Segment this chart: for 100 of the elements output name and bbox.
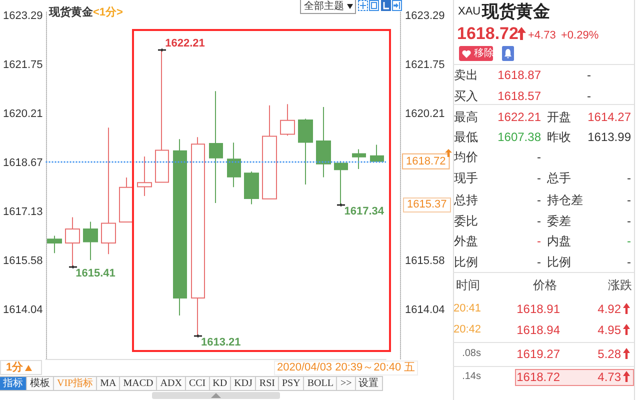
text: - [537,234,541,248]
y-tick-label: 1615.58 [2,255,43,268]
candlestick [227,142,241,188]
text: .14s [462,371,481,383]
text: - [587,68,591,82]
text: 比例 [547,255,571,269]
dropdown-button: 全部主题 [300,0,356,14]
text: 委差 [547,214,571,228]
text: 20:41 [453,302,481,316]
text: - [627,214,631,228]
y-tick-label: 1621.75 [2,59,43,72]
text: - [537,171,541,185]
text: XAU [458,6,481,18]
text: 4.92 [598,302,621,316]
text: 买入 [454,89,478,103]
annotation: 1622.21 [165,38,205,51]
text: 5.28 [598,347,621,361]
candlestick [137,156,152,196]
text: 4.95 [598,323,621,337]
chart-subtitle: <1分> [93,6,123,18]
y2-tick-label: 1623.29 [405,10,445,22]
tab: KD [210,377,232,390]
text: 1614.27 [588,110,631,124]
tab: PSY [278,377,304,390]
text: 现货黄金 [482,2,550,22]
text: 4.73 [598,370,621,384]
text: 卖出 [454,68,478,82]
text: - [537,150,541,164]
text: 委比 [454,214,478,228]
text: 内盘 [547,234,571,248]
tab: MACD [120,377,158,390]
text: 昨收 [547,130,571,144]
text: 1618.72 [457,24,518,44]
tab: RSI [256,377,279,390]
text: - [627,234,631,248]
text: 1622.21 [498,110,541,124]
y2-tick-label: 1621.75 [405,59,445,72]
text: 最低 [454,130,478,144]
text: .08s [462,348,481,360]
candlestick [316,106,331,178]
candlestick [262,104,277,200]
candlestick [280,104,295,136]
text: 1615.37 [403,198,451,212]
text: 涨跌 [608,278,632,292]
candlestick [173,138,187,316]
text: 比例 [454,255,478,269]
text: 时间 [456,278,480,292]
y2-tick-label: 1614.04 [405,304,445,316]
candlestick [47,235,62,254]
text: 持仓差 [547,193,583,207]
annotation: 1617.34 [344,206,384,219]
text: 开盘 [547,110,571,124]
y-tick-label: 1617.13 [2,206,43,218]
annotation: 1613.21 [200,336,241,350]
tab: >> [337,377,356,390]
text: 总持 [454,193,478,207]
text: - [587,89,591,103]
y-tick-label: 1614.04 [2,304,43,316]
candlestick [209,90,223,204]
chart-title: 现货黄金 [48,6,94,18]
text: 1618.57 [498,89,541,103]
text: 1618.94 [516,323,560,337]
text: 最高 [454,110,478,124]
text: 均价 [454,150,478,164]
text: - [627,255,631,269]
candlestick [244,170,259,205]
text: 1618.72 [516,370,560,384]
tab: 指标 [0,377,27,390]
tab: 设置 [356,377,383,390]
tab: ADX [157,377,186,390]
text: 2020/04/03 20:39～20:40 五 [274,360,418,376]
y-tick-label: 1620.21 [2,108,43,120]
text: 总手 [547,171,571,185]
text: 1618.91 [516,302,560,316]
text: 外盘 [454,234,478,248]
candlestick [352,148,366,170]
tab: CCI [186,377,210,390]
annotation: 全部主题 [304,1,344,13]
tab: VIP指标 [54,377,98,390]
annotation: 1615.41 [76,267,116,280]
period-selector: 1分 [0,360,42,375]
text: - [627,171,631,185]
text: 现手 [454,171,478,185]
text: 1613.99 [588,130,631,144]
candlestick [83,221,98,261]
text: +4.73 [528,30,556,42]
text: 1618.87 [498,68,541,82]
y2-tick-label: 1615.58 [405,255,445,268]
candlestick [370,144,384,162]
text: - [627,193,631,207]
candlestick [101,127,116,255]
text: - [537,255,541,269]
text: 价格 [533,278,557,292]
tab: 模板 [27,377,54,390]
y2-tick-label: 1620.21 [405,108,445,120]
text: - [537,193,541,207]
text: 移除 [474,48,494,60]
ref-line-label: 1618.72 [406,155,446,168]
text: 1607.38 [498,130,541,144]
candlestick [298,118,313,186]
